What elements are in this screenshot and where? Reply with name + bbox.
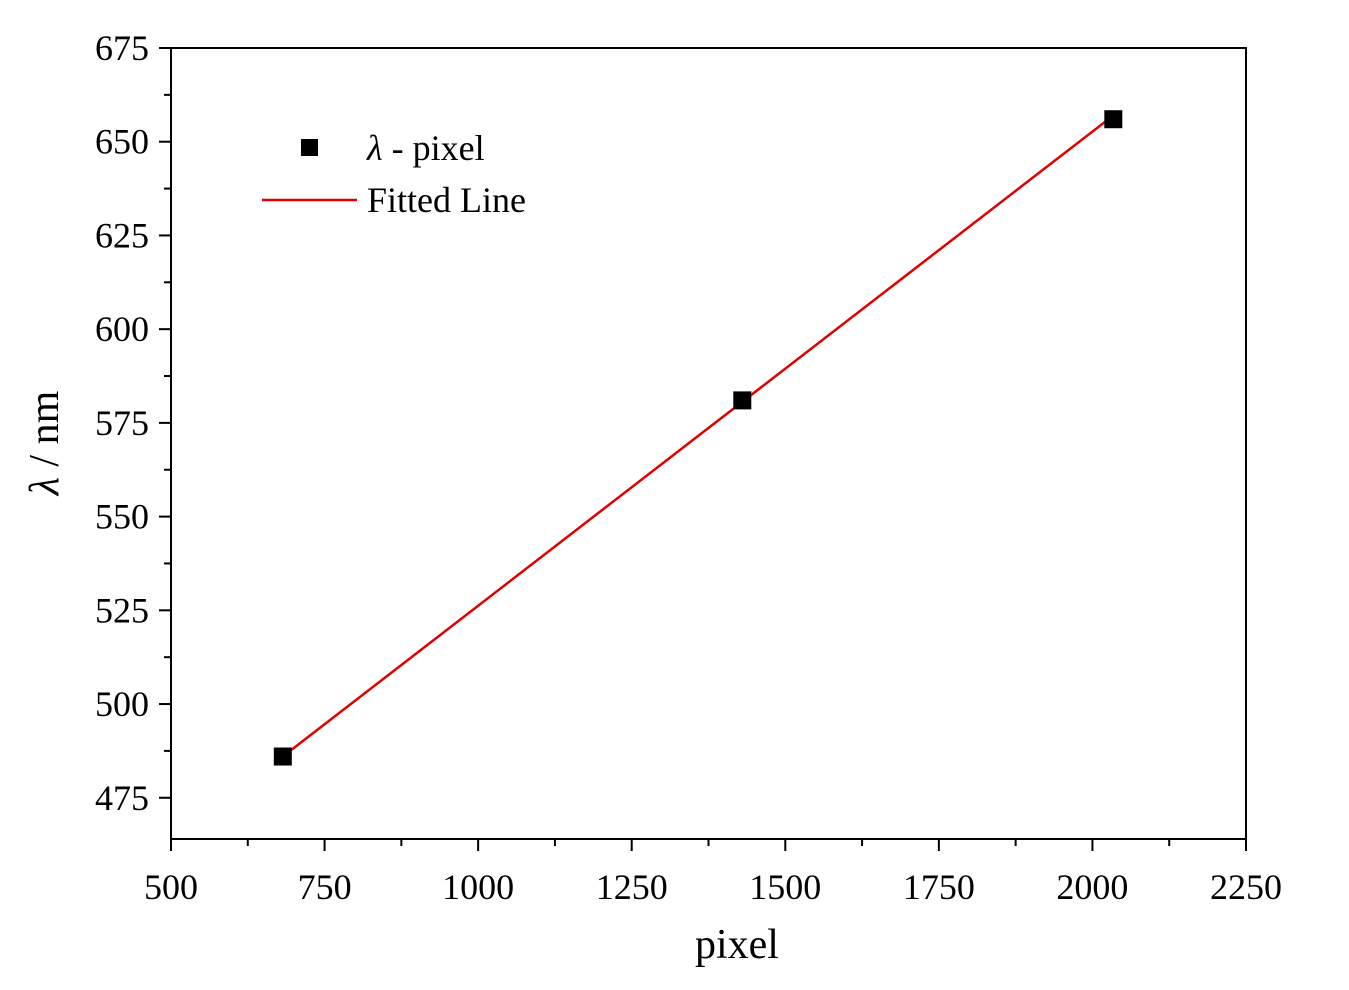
x-tick-label: 2000 (1056, 867, 1128, 907)
tick-labels: 500 750 1000 1250 1500 1750 2000 2250 475 500 525 5… (95, 28, 1282, 907)
y-tick-label: 475 (95, 778, 149, 818)
series-layer (273, 110, 1123, 766)
y-tick-label: 500 (95, 684, 149, 724)
y-tick-label: 675 (95, 28, 149, 68)
legend-label-scatter-text: - pixel (383, 128, 485, 168)
legend-label-scatter-symbol: λ (366, 128, 383, 168)
legend-marker-scatter (301, 139, 318, 156)
axis-ticks (159, 47, 1247, 851)
y-axis-title-symbol: λ (22, 477, 68, 497)
y-tick-label: 625 (95, 215, 149, 255)
x-tick-label: 500 (144, 867, 198, 907)
data-point (273, 747, 292, 766)
y-tick-label: 650 (95, 122, 149, 162)
x-tick-label: 1250 (596, 867, 668, 907)
x-axis-title: pixel (695, 922, 779, 968)
y-tick-label: 575 (95, 403, 149, 443)
legend-label-scatter: λ - pixel (366, 128, 485, 168)
legend-label-fit: Fitted Line (367, 180, 526, 220)
plot-frame (170, 47, 1247, 840)
y-tick-label: 550 (95, 497, 149, 537)
x-tick-label: 750 (298, 867, 352, 907)
y-tick-label: 600 (95, 309, 149, 349)
y-axis-title-unit: / nm (22, 390, 68, 477)
x-tick-label: 2250 (1210, 867, 1282, 907)
legend: λ - pixel Fitted Line (262, 128, 526, 220)
x-tick-label: 1500 (749, 867, 821, 907)
x-tick-label: 1750 (903, 867, 975, 907)
y-tick-label: 525 (95, 590, 149, 630)
fitted-line (282, 114, 1115, 758)
data-point (1104, 110, 1123, 129)
x-tick-label: 1000 (442, 867, 514, 907)
data-point (733, 391, 752, 410)
y-axis-title: λ / nm (22, 390, 68, 497)
